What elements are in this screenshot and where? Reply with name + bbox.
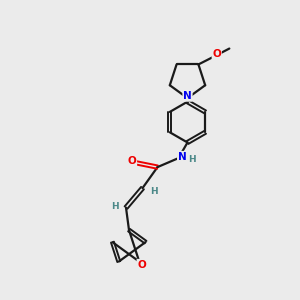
Text: H: H: [150, 187, 158, 196]
Text: O: O: [128, 156, 136, 166]
Text: N: N: [183, 91, 192, 101]
Text: H: H: [188, 155, 196, 164]
Text: O: O: [212, 49, 221, 59]
Text: H: H: [111, 202, 119, 211]
Text: O: O: [137, 260, 146, 270]
Text: N: N: [178, 152, 187, 162]
